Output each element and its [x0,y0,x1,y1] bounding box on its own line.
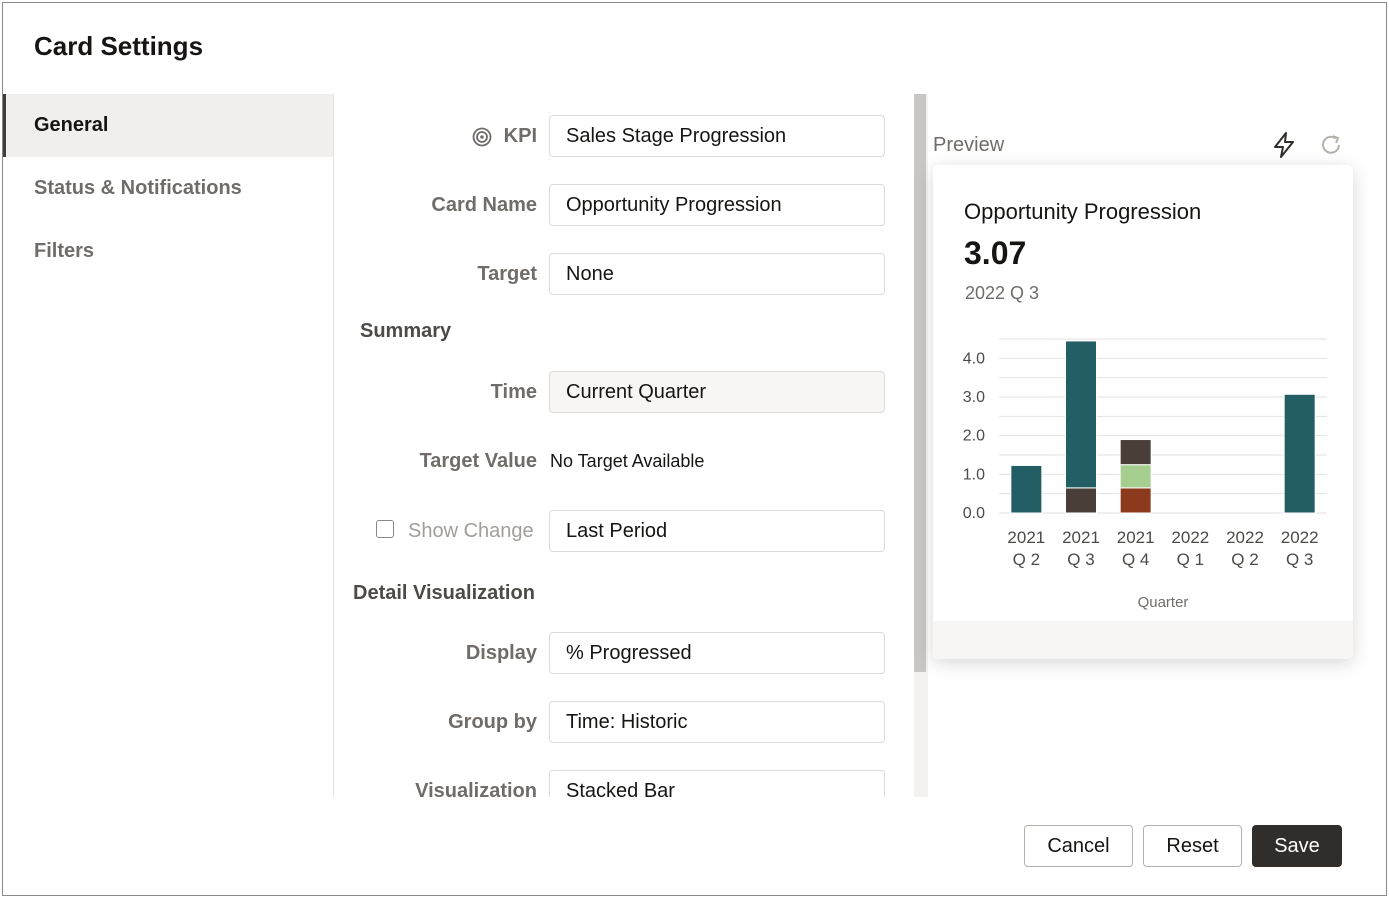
show-change-select[interactable]: Last Period [549,510,885,552]
dialog-title: Card Settings [34,31,204,61]
target-value-text: No Target Available [550,451,705,471]
card-name-input[interactable]: Opportunity Progression [549,184,885,226]
time-field[interactable]: Current Quarter [549,371,885,413]
visualization-select[interactable]: Stacked Bar [549,770,885,797]
summary-heading: Summary [360,320,452,342]
form-scrollbar-thumb[interactable] [914,94,926,672]
group-by-select[interactable]: Time: Historic [549,701,885,743]
card-period: 2022 Q 3 [965,283,1040,303]
x-tick-label: 2021 [1007,528,1045,547]
target-value-label: Target Value [419,450,537,472]
card-title: Opportunity Progression [964,199,1202,224]
x-axis-label: Quarter [1138,594,1189,611]
sidebar-item-status-notifications[interactable]: Status & Notifications [34,177,242,199]
bar-segment [1119,487,1152,514]
x-tick-label: Q 2 [1231,550,1258,569]
bar-segment [1283,393,1316,514]
display-label: Display [465,642,537,664]
x-tick-label: 2022 [1281,528,1319,547]
show-change-row: Show Change Last Period [334,510,914,552]
refresh-icon[interactable] [1319,131,1345,159]
target-label: Target [477,263,537,285]
preview-label: Preview [933,134,1005,156]
bar-segment [1119,439,1152,466]
y-tick-label: 2.0 [963,428,985,445]
x-tick-label: Q 3 [1067,550,1094,569]
general-settings-form: KPI Sales Stage Progression Card Name Op… [334,94,914,797]
show-change-checkbox[interactable] [376,520,394,538]
visualization-label: Visualization [415,780,537,797]
card-value: 3.07 [964,235,1027,271]
y-tick-label: 4.0 [963,350,985,367]
x-tick-label: 2021 [1062,528,1100,547]
kpi-label: KPI [470,115,537,157]
bar-segment [1010,464,1043,514]
y-tick-label: 0.0 [963,505,985,522]
detail-visualization-heading: Detail Visualization [353,582,535,604]
cancel-button[interactable]: Cancel [1024,825,1133,867]
kpi-select[interactable]: Sales Stage Progression [549,115,885,157]
x-tick-label: Q 3 [1286,550,1313,569]
x-tick-label: 2022 [1226,528,1264,547]
kpi-row: KPI Sales Stage Progression [334,115,914,157]
lightning-icon[interactable] [1271,131,1297,159]
time-row: Time Current Quarter [334,371,914,413]
target-icon [472,127,492,147]
display-row: Display % Progressed [334,632,914,674]
time-label: Time [490,381,537,403]
visualization-row: Visualization Stacked Bar [334,770,914,797]
group-by-row: Group by Time: Historic [334,701,914,743]
sidebar-item-general[interactable]: General [3,94,333,157]
x-tick-label: 2022 [1171,528,1209,547]
y-tick-label: 1.0 [963,466,985,483]
card-name-label: Card Name [431,194,537,216]
sidebar-item-filters[interactable]: Filters [34,240,95,262]
display-select[interactable]: % Progressed [549,632,885,674]
y-tick-label: 3.0 [963,389,985,406]
settings-sidebar: General Status & Notifications Filters [3,94,334,797]
bar-segment [1065,487,1097,514]
reset-button[interactable]: Reset [1143,825,1242,867]
show-change-label: Show Change [408,520,534,542]
x-tick-label: Q 4 [1122,550,1149,569]
bar-segment [1065,340,1097,489]
target-row: Target None [334,253,914,295]
x-tick-label: Q 1 [1177,550,1204,569]
target-select[interactable]: None [549,253,885,295]
bar-segment [1119,464,1152,489]
x-tick-label: 2021 [1117,528,1155,547]
stacked-bar-chart: 0.0 1.0 2.0 3.0 4.0 2021 Q 2 2021 Q 3 2021 Q 4 2022… [963,338,1327,611]
x-tick-label: Q 2 [1013,550,1040,569]
save-button[interactable]: Save [1252,825,1342,867]
group-by-label: Group by [448,711,537,733]
card-footer [933,621,1353,659]
card-name-row: Card Name Opportunity Progression [334,184,914,226]
kpi-label-text: KPI [503,125,537,147]
preview-card: Opportunity Progression 3.07 2022 Q 3 0.… [933,165,1353,659]
target-value-row: Target Value No Target Available [334,440,914,482]
